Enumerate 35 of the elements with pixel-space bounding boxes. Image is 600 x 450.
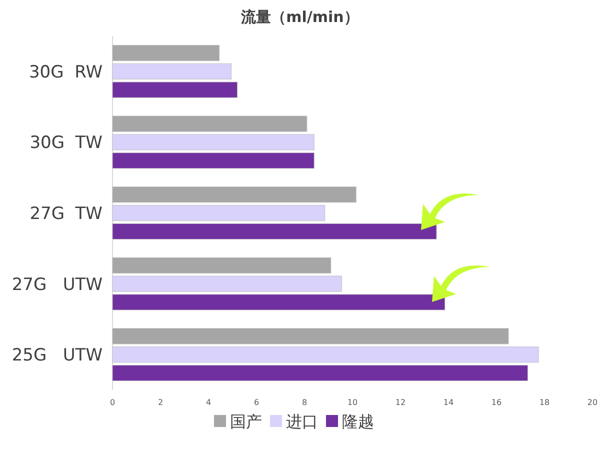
bar (112, 116, 308, 132)
x-tick-label: 10 (347, 398, 358, 407)
x-tick-label: 16 (491, 398, 502, 407)
bar (112, 186, 356, 203)
bar (112, 257, 332, 274)
y-tick-label: 25G UTW (12, 346, 103, 366)
y-tick-label: 30G RW (28, 62, 103, 82)
legend-label: 进口 (286, 412, 318, 431)
x-tick-label: 18 (539, 398, 550, 407)
bar (112, 328, 509, 344)
legend-label: 隆越 (342, 412, 374, 431)
bar (112, 152, 314, 169)
x-tick-label: 14 (443, 398, 454, 407)
x-tick-label: 8 (302, 398, 308, 407)
bar (112, 294, 446, 310)
bar (112, 346, 539, 363)
bar (112, 204, 326, 222)
bar (112, 276, 342, 292)
bar (112, 44, 220, 62)
x-tick-label: 2 (158, 398, 164, 407)
bar (112, 63, 232, 80)
y-tick-label: 30G TW (30, 133, 103, 154)
x-tick-label: 20 (587, 398, 598, 407)
bar (112, 223, 437, 240)
bar (112, 82, 238, 98)
x-tick-label: 0 (110, 398, 116, 407)
x-tick-label: 4 (206, 398, 212, 407)
y-tick-label: 27G TW (30, 204, 103, 224)
y-tick-label: 27G UTW (12, 274, 103, 295)
bar (112, 134, 314, 150)
bar (112, 364, 528, 382)
chart-title: 流量（ml/min） (240, 8, 359, 26)
x-tick-label: 6 (254, 398, 260, 407)
x-tick-label: 12 (395, 398, 406, 407)
legend-label: 国产 (230, 412, 262, 431)
